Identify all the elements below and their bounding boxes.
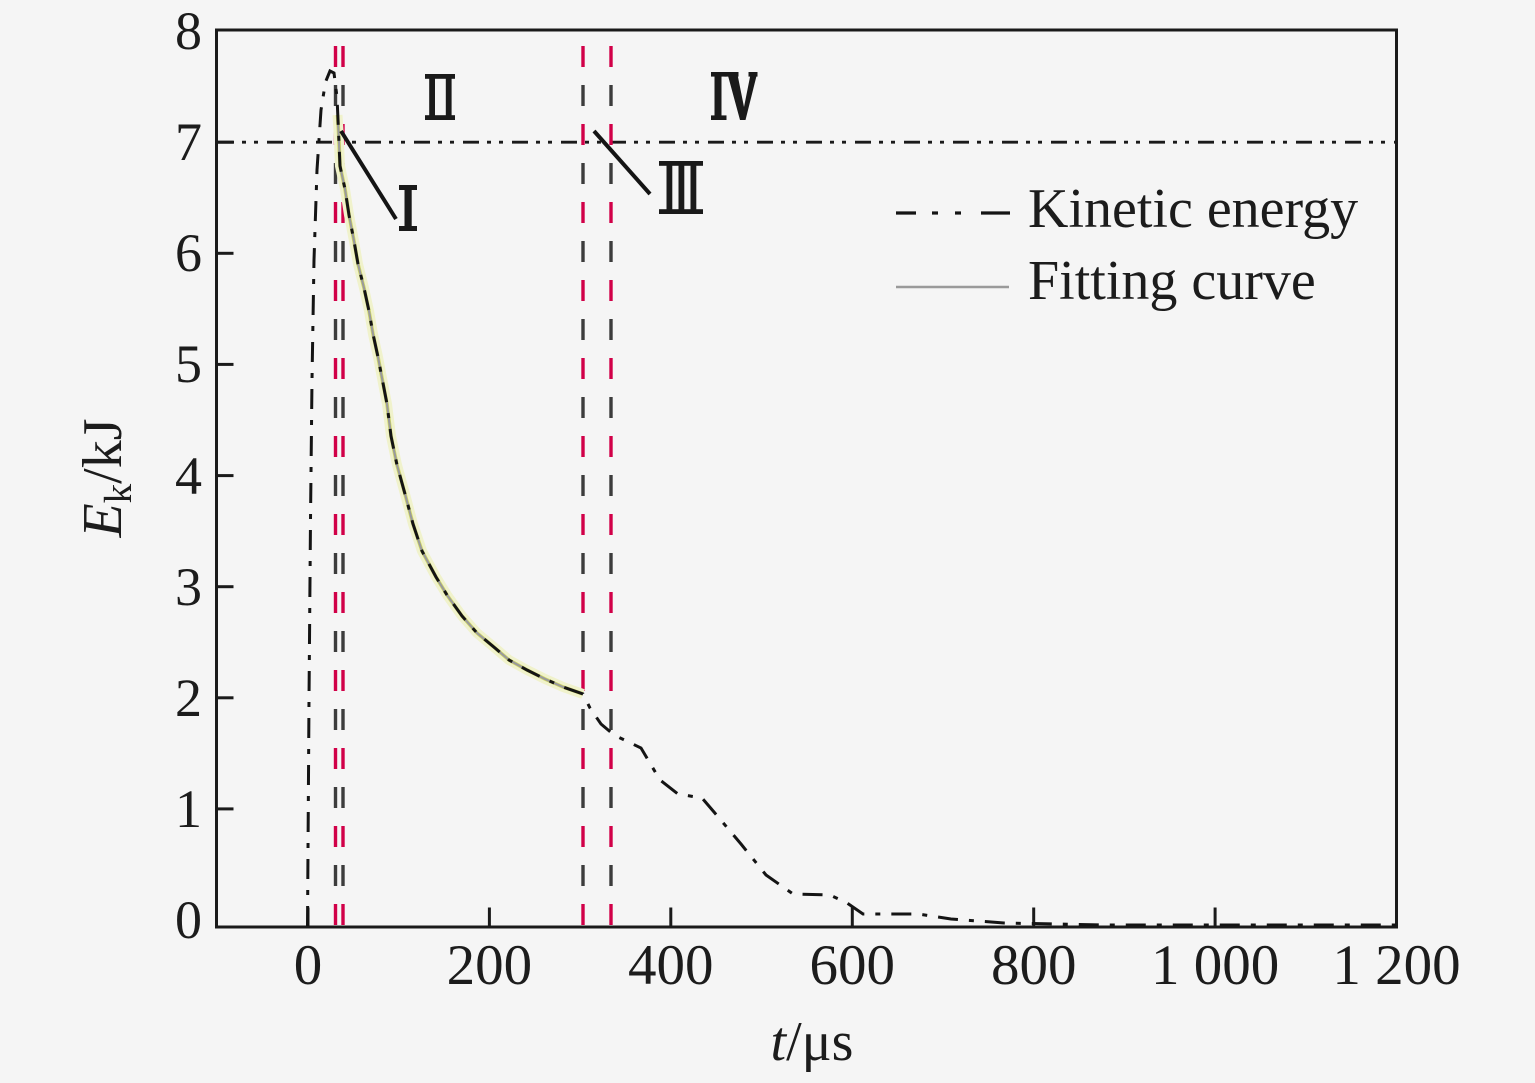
svg-text:400: 400 <box>628 934 714 997</box>
svg-text:Ek/kJ: Ek/kJ <box>72 418 140 538</box>
svg-text:7: 7 <box>175 112 202 172</box>
svg-text:2: 2 <box>175 668 202 728</box>
svg-text:Fitting curve: Fitting curve <box>1028 250 1316 312</box>
svg-text:0: 0 <box>294 934 323 997</box>
svg-text:200: 200 <box>447 934 533 997</box>
svg-text:1 200: 1 200 <box>1332 934 1460 997</box>
svg-text:Kinetic energy: Kinetic energy <box>1028 178 1358 240</box>
svg-text:1: 1 <box>175 779 202 839</box>
svg-text:800: 800 <box>991 934 1077 997</box>
svg-text:3: 3 <box>175 557 202 617</box>
svg-text:600: 600 <box>810 934 896 997</box>
svg-text:0: 0 <box>175 890 202 950</box>
svg-text:6: 6 <box>175 223 202 283</box>
svg-text:8: 8 <box>175 1 202 61</box>
svg-text:1 000: 1 000 <box>1151 934 1279 997</box>
svg-text:t/μs: t/μs <box>771 1011 854 1073</box>
svg-text:4: 4 <box>175 446 202 506</box>
svg-text:5: 5 <box>175 334 202 394</box>
